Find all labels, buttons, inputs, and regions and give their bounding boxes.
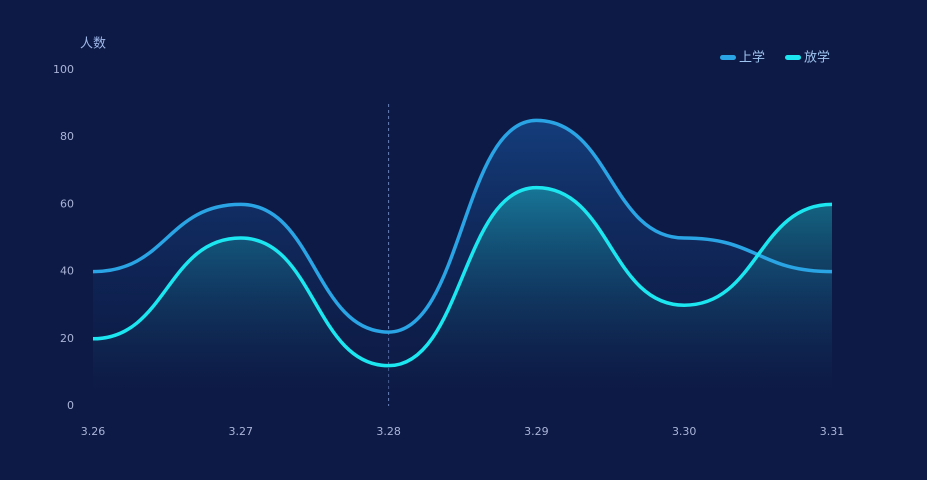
y-axis-name: 人数 <box>80 37 106 52</box>
x-tick-label: 3.27 <box>229 425 254 438</box>
y-tick-label: 0 <box>67 399 74 412</box>
area <box>93 187 832 390</box>
x-tick-label: 3.29 <box>524 425 549 438</box>
x-tick-label: 3.26 <box>81 425 106 438</box>
legend-item: 上学 <box>720 50 765 66</box>
legend-text: 上学 <box>739 50 765 66</box>
line <box>92 185 833 368</box>
y-tick-label: 100 <box>53 63 74 76</box>
x-tick-label: 3.30 <box>672 425 697 438</box>
y-tick-label: 20 <box>60 332 74 345</box>
y-tick-label: 80 <box>60 130 74 143</box>
y-tick-label: 40 <box>60 265 74 278</box>
x-tick-label: 3.28 <box>376 425 401 438</box>
legend-item: 放学 <box>785 50 830 66</box>
y-tick-label: 60 <box>60 197 74 210</box>
legend-swatch <box>720 55 736 60</box>
legend-text: 放学 <box>804 50 830 66</box>
x-tick-label: 3.31 <box>820 425 845 438</box>
legend-swatch <box>785 55 802 60</box>
line <box>92 118 833 334</box>
